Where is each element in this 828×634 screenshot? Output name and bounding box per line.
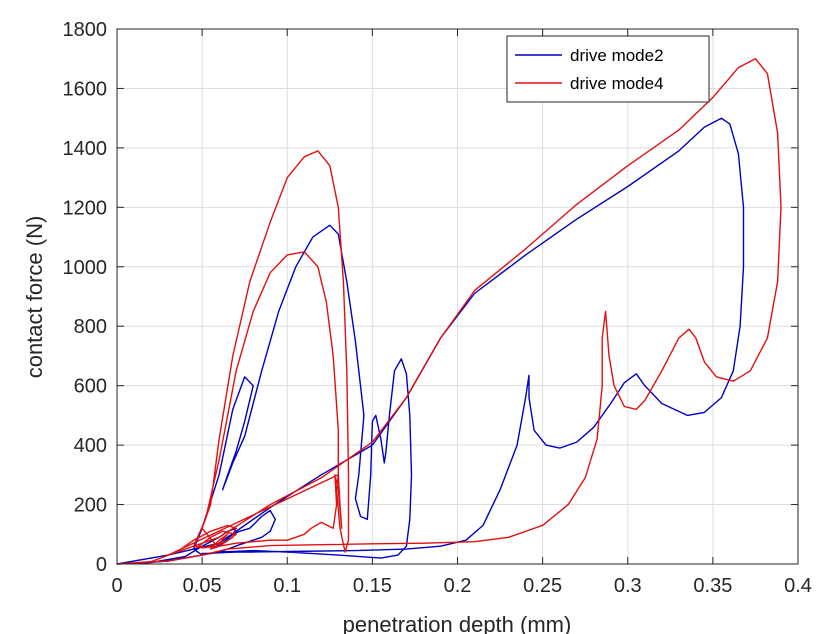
x-tick-label: 0.2	[444, 575, 472, 597]
y-tick-label: 800	[74, 316, 107, 338]
series-line-drive-mode4	[116, 58, 782, 565]
x-tick-label: 0.35	[693, 575, 732, 597]
y-tick-label: 400	[74, 435, 107, 457]
x-tick-label: 0.1	[273, 575, 301, 597]
x-tick-label: 0.05	[183, 575, 222, 597]
x-tick-label: 0.4	[784, 575, 812, 597]
y-tick-label: 1800	[63, 19, 108, 41]
series-layer	[116, 58, 782, 565]
x-tick-label: 0.3	[614, 575, 642, 597]
x-axis-title: penetration depth (mm)	[343, 612, 572, 634]
y-tick-label: 1200	[63, 197, 108, 219]
y-tick-label: 1600	[63, 78, 108, 100]
y-tick-label: 600	[74, 376, 107, 398]
x-tick-label: 0	[111, 575, 122, 597]
legend: drive mode2 drive mode4	[506, 35, 710, 103]
tick-labels: 0 0.05 0.1 0.15 0.2 0.25 0.3 0.35 0.4 0 200 400 600 8…	[63, 19, 812, 597]
y-axis-title: contact force (N)	[22, 216, 47, 379]
x-tick-label: 0.25	[523, 575, 562, 597]
legend-box	[506, 35, 710, 103]
y-tick-label: 200	[74, 495, 107, 517]
x-tick-label: 0.15	[353, 575, 392, 597]
y-tick-label: 1400	[63, 138, 108, 160]
y-tick-label: 1000	[63, 257, 108, 279]
grid	[117, 29, 798, 564]
ticks	[116, 28, 799, 565]
legend-label-drive-mode4: drive mode4	[570, 74, 664, 93]
y-tick-label: 0	[96, 554, 107, 576]
legend-label-drive-mode2: drive mode2	[570, 46, 664, 65]
